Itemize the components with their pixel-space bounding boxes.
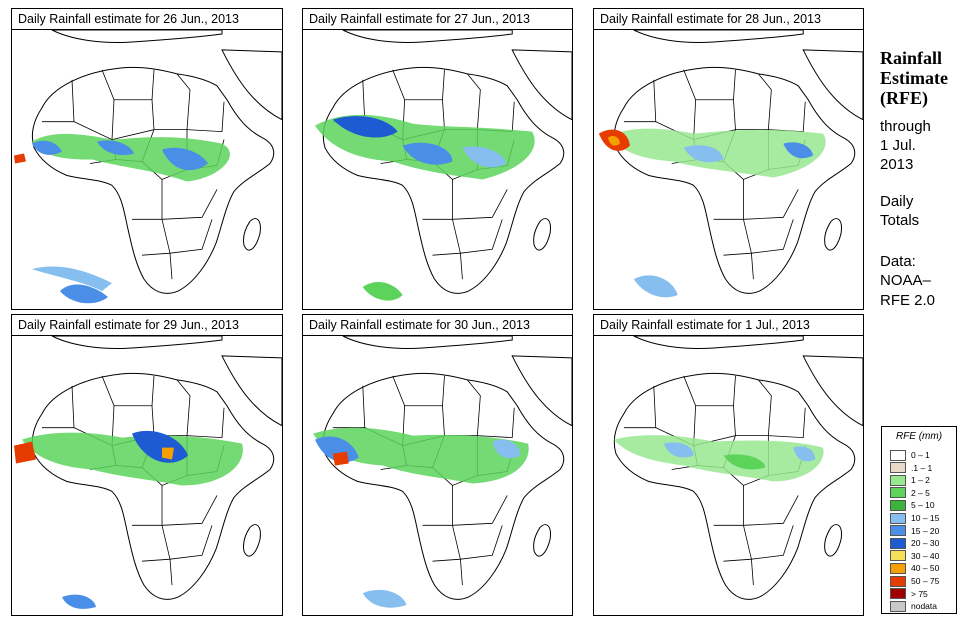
legend-row: 30 – 40	[890, 550, 939, 562]
totals-line2: Totals	[880, 212, 920, 229]
product-title: Rainfall Estimate (RFE)	[880, 48, 964, 108]
rainfall-map	[303, 30, 572, 309]
legend-label: 2 – 5	[911, 487, 930, 498]
legend-swatch	[890, 474, 906, 486]
rainfall-map	[303, 336, 572, 615]
legend-swatch	[890, 588, 906, 600]
rainfall-map	[12, 336, 282, 615]
map-panel-jul01: Daily Rainfall estimate for 1 Jul., 2013	[593, 314, 864, 616]
legend-row: 40 – 50	[890, 562, 939, 574]
rainfall-areas	[613, 435, 824, 482]
legend-row: nodata	[890, 600, 937, 612]
legend-swatch	[890, 499, 906, 511]
data-source-line2: RFE 2.0	[880, 292, 936, 309]
legend-label: 40 – 50	[911, 563, 940, 574]
legend-label: 10 – 15	[911, 513, 940, 523]
title-line: Estimate	[880, 68, 948, 88]
through-label: through	[880, 118, 931, 135]
rainfall-areas	[312, 427, 529, 608]
legend-label: 20 – 30	[911, 538, 940, 549]
legend-swatch	[890, 487, 906, 499]
legend-title: RFE (mm)	[895, 431, 943, 442]
through-date-line2: 2013	[880, 156, 914, 173]
panel-title: Daily Rainfall estimate for 27 Jun., 201…	[303, 9, 572, 30]
africa-map-svg	[594, 336, 863, 615]
legend-label: 15 – 20	[911, 525, 940, 536]
legend-row: 10 – 15	[890, 512, 939, 524]
legend-row: 0 – 1	[890, 449, 930, 461]
legend-row: > 75	[890, 588, 928, 600]
legend-row: 50 – 75	[890, 575, 939, 587]
title-line: (RFE)	[880, 88, 928, 108]
legend-label: > 75	[911, 588, 928, 599]
legend-row: 5 – 10	[890, 499, 935, 511]
legend-label: .1 – 1	[911, 462, 933, 473]
legend-label: 0 – 1	[911, 450, 930, 460]
africa-map-svg	[303, 336, 572, 615]
panel-title: Daily Rainfall estimate for 1 Jul., 2013	[594, 315, 863, 336]
legend-label: 30 – 40	[911, 550, 940, 561]
legend-label: nodata	[911, 601, 937, 612]
totals-line1: Daily	[880, 193, 914, 210]
legend-row: 2 – 5	[890, 487, 930, 499]
panel-title: Daily Rainfall estimate for 29 Jun., 201…	[12, 315, 282, 336]
panel-title: Daily Rainfall estimate for 28 Jun., 201…	[594, 9, 863, 30]
legend-swatch	[890, 462, 906, 474]
rainfall-map	[594, 30, 863, 309]
legend-label: 5 – 10	[911, 500, 935, 511]
map-panel-jun26: Daily Rainfall estimate for 26 Jun., 201…	[11, 8, 283, 310]
legend-swatch	[890, 537, 906, 549]
legend-row: .1 – 1	[890, 462, 932, 474]
rainfall-areas	[314, 114, 535, 301]
legend-label: 1 – 2	[911, 475, 930, 486]
map-panel-jun29: Daily Rainfall estimate for 29 Jun., 201…	[11, 314, 283, 616]
africa-map-svg	[594, 30, 863, 309]
legend-swatch	[890, 525, 906, 537]
data-label: Data:	[880, 253, 916, 270]
panel-title: Daily Rainfall estimate for 30 Jun., 201…	[303, 315, 572, 336]
legend-swatch	[890, 562, 906, 574]
legend-row: 15 – 20	[890, 525, 939, 537]
legend-row: 1 – 2	[890, 474, 930, 486]
legend-swatch	[890, 512, 906, 524]
legend-swatch	[890, 575, 906, 587]
legend-swatch	[890, 449, 906, 461]
legend-swatch	[890, 600, 906, 612]
title-line: Rainfall	[880, 48, 943, 68]
panel-title: Daily Rainfall estimate for 26 Jun., 201…	[12, 9, 282, 30]
legend-swatch	[890, 550, 906, 562]
africa-map-svg	[12, 30, 282, 309]
legend-label: 50 – 75	[911, 576, 940, 586]
africa-map-svg	[12, 336, 282, 615]
rainfall-map	[12, 30, 282, 309]
rainfall-areas	[14, 133, 230, 304]
rainfall-areas	[14, 430, 243, 609]
rainfall-map	[594, 336, 863, 615]
map-panel-jun30: Daily Rainfall estimate for 30 Jun., 201…	[302, 314, 573, 616]
data-source-line1: NOAA–	[880, 272, 931, 289]
africa-map-svg	[303, 30, 572, 309]
legend-row: 20 – 30	[890, 537, 939, 549]
through-date-line1: 1 Jul.	[880, 137, 916, 154]
map-panel-jun28: Daily Rainfall estimate for 28 Jun., 201…	[593, 8, 864, 310]
map-panel-jun27: Daily Rainfall estimate for 27 Jun., 201…	[302, 8, 573, 310]
rainfall-areas	[598, 128, 826, 298]
